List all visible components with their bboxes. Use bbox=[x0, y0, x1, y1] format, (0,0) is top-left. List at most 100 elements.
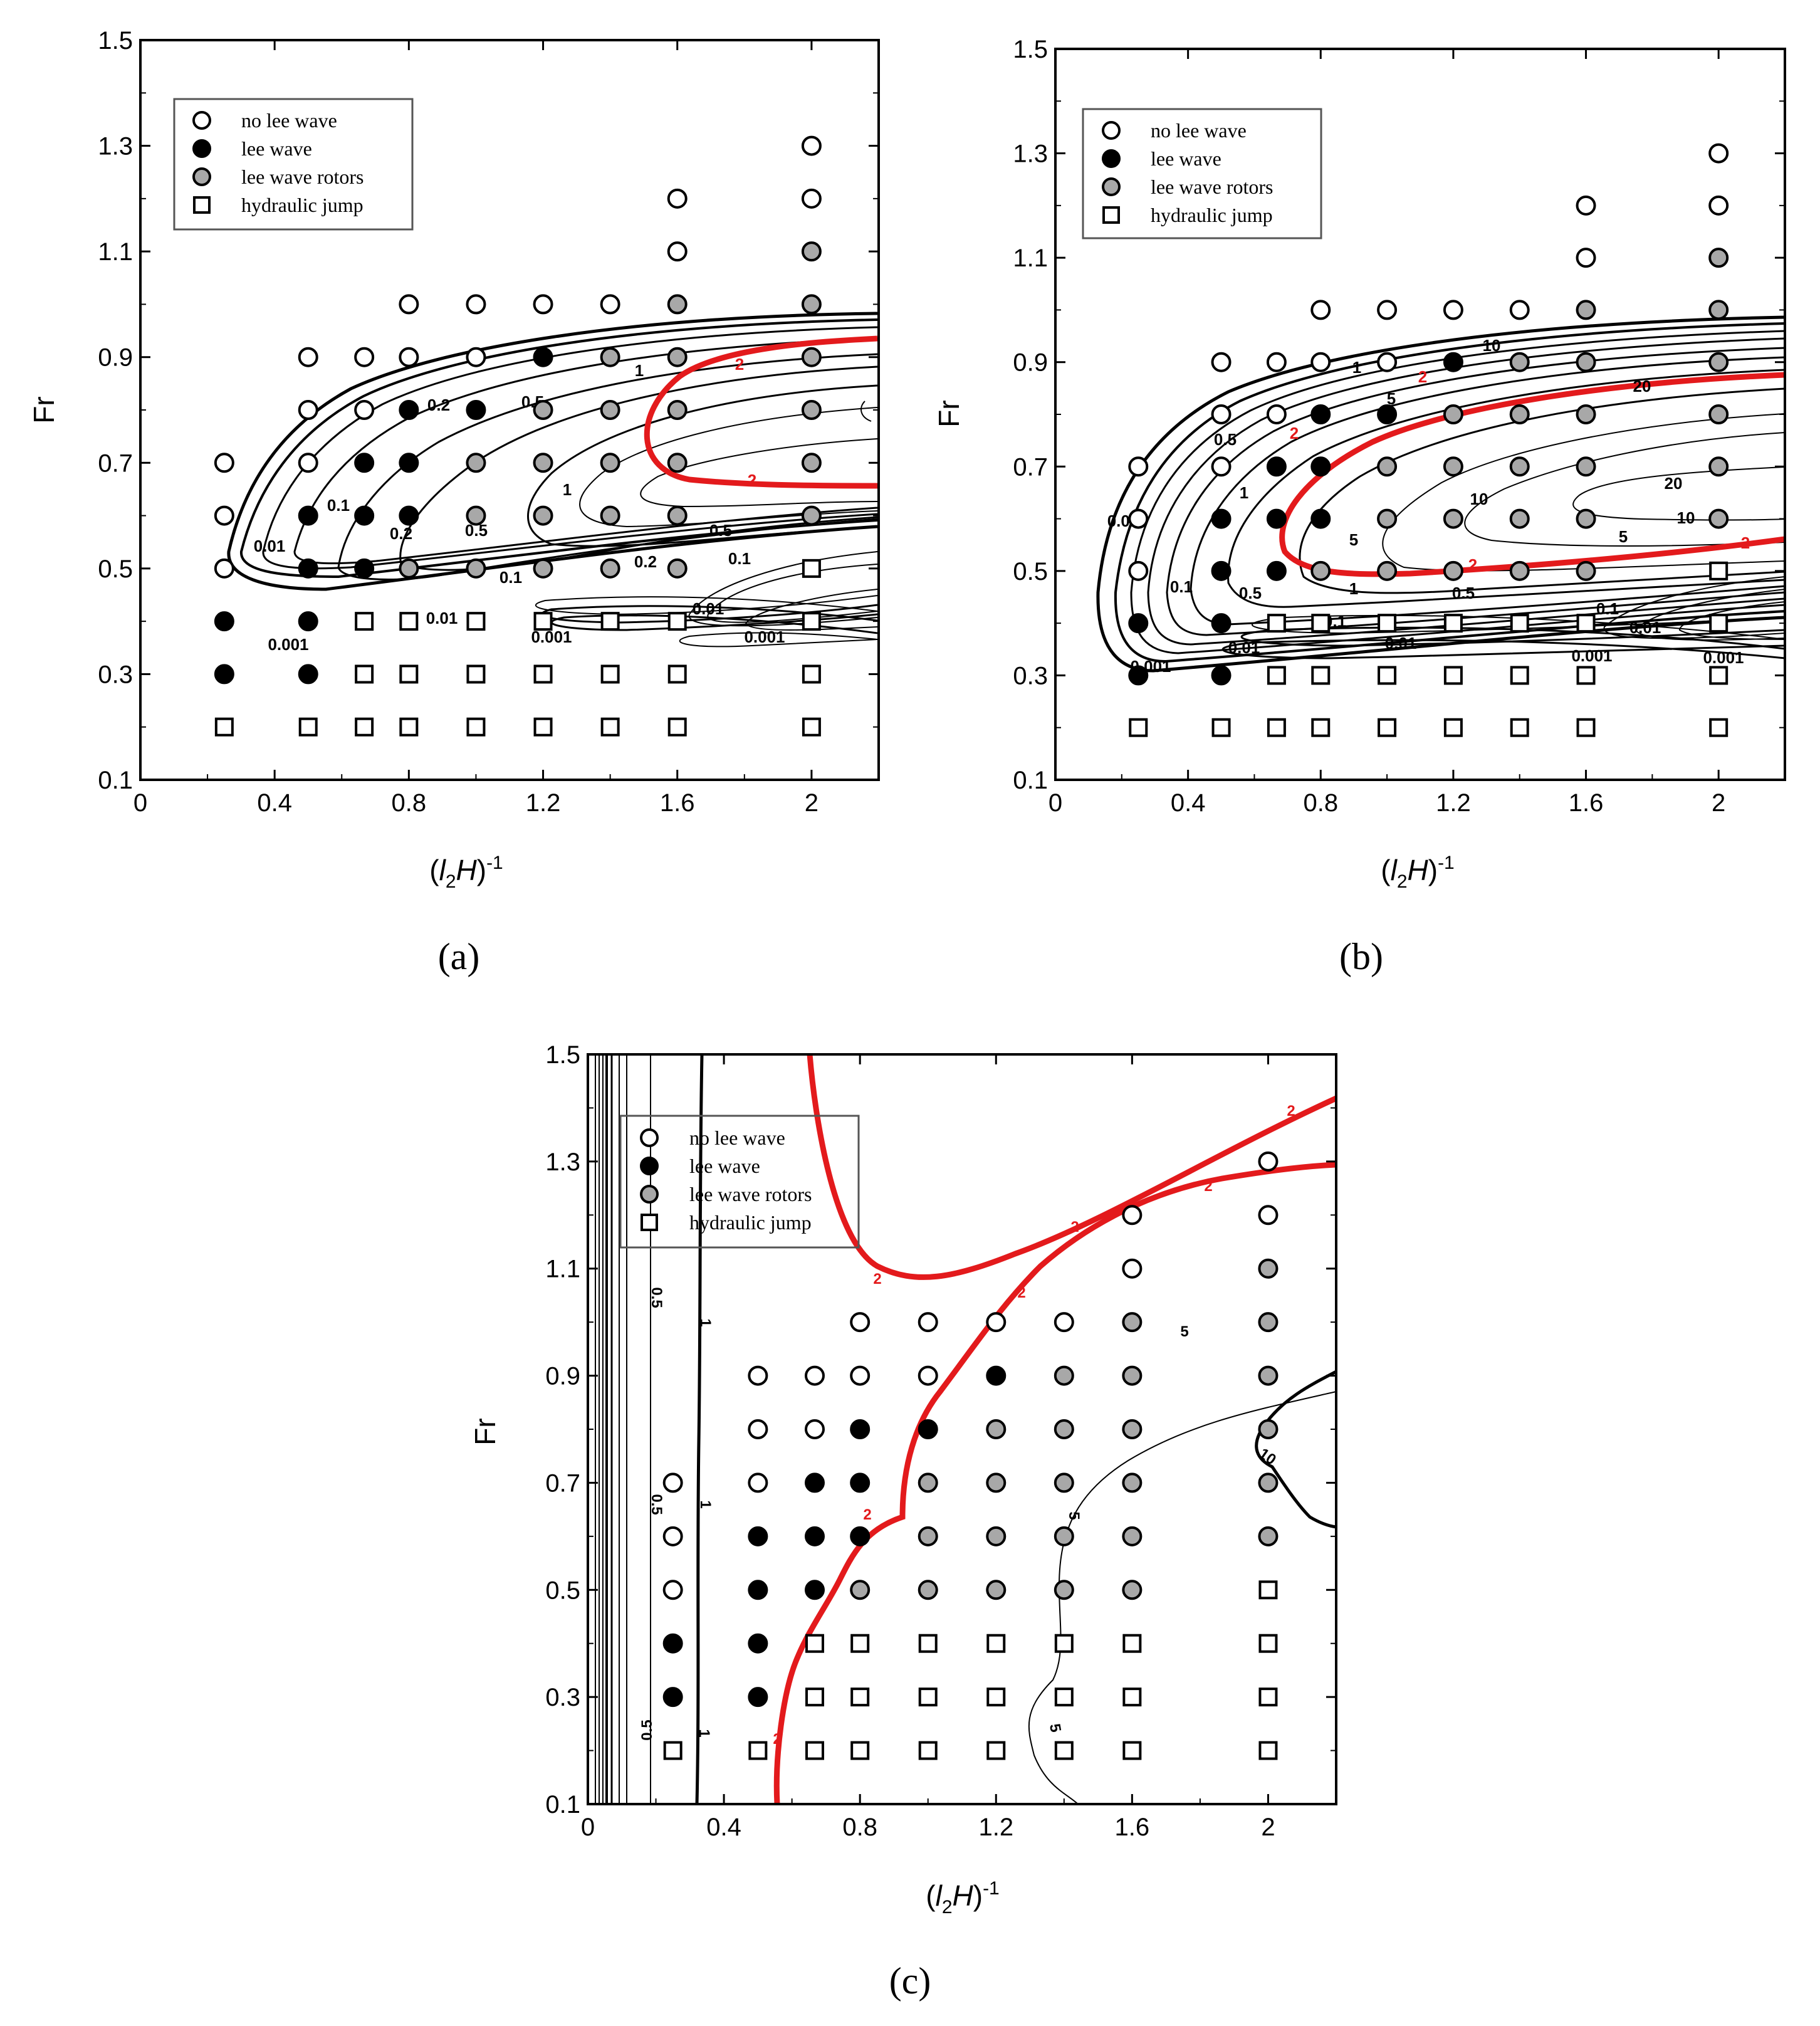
contour-label: 2 bbox=[748, 471, 756, 490]
data-point-no-lee-wave bbox=[1128, 508, 1149, 529]
contour-label: 2 bbox=[1418, 367, 1427, 386]
data-point-hydraulic-jump bbox=[667, 664, 687, 684]
data-point-lee-wave-rotor bbox=[466, 453, 486, 473]
data-point-lee-wave-rotor bbox=[801, 505, 822, 526]
data-point-lee-wave-rotor bbox=[1509, 456, 1530, 477]
data-point-lee-wave-rotor bbox=[850, 1580, 871, 1600]
legend-box bbox=[173, 98, 414, 231]
data-point-hydraulic-jump bbox=[1258, 1580, 1278, 1600]
data-point-lee-wave bbox=[1310, 508, 1331, 529]
panel-a: 2 2 1 1 0.5 0.5 0.5 0.2 0.2 0.2 0.1 0.1 … bbox=[28, 27, 880, 977]
data-point-hydraulic-jump bbox=[805, 1687, 824, 1707]
panel-b-points bbox=[1128, 143, 1729, 737]
data-point-hydraulic-jump bbox=[1709, 666, 1728, 685]
data-point-lee-wave-rotor bbox=[801, 347, 822, 367]
data-point-lee-wave-rotor bbox=[600, 400, 620, 420]
panel-c: 0.5 0.5 0.5 1 1 1 2 2 2 2 2 2 2 5 5 5 10… bbox=[469, 1041, 1337, 2002]
legend-box bbox=[1082, 108, 1322, 239]
contour-label: 10 bbox=[1256, 1445, 1279, 1468]
data-point-no-lee-wave bbox=[214, 505, 234, 526]
panel-a-legend: no lee wave lee wave lee wave rotors hyd… bbox=[173, 98, 414, 231]
data-point-hydraulic-jump bbox=[1443, 614, 1463, 633]
contour-label: 0.001 bbox=[1571, 646, 1612, 665]
x-tick-label: 0 bbox=[581, 1813, 595, 1841]
data-point-lee-wave-rotor bbox=[600, 558, 620, 579]
x-tick-label: 2 bbox=[805, 789, 818, 817]
data-point-hydraulic-jump bbox=[918, 1741, 938, 1760]
contour-label: 1 bbox=[1352, 358, 1361, 377]
legend-lee-wave-marker bbox=[1102, 149, 1121, 168]
data-point-lee-wave-rotor bbox=[1509, 508, 1530, 529]
data-point-no-lee-wave bbox=[986, 1312, 1007, 1333]
data-point-no-lee-wave bbox=[662, 1580, 683, 1600]
data-point-lee-wave-rotor bbox=[600, 453, 620, 473]
data-point-lee-wave-rotor bbox=[533, 505, 553, 526]
data-point-no-lee-wave bbox=[1310, 352, 1331, 372]
data-point-lee-wave bbox=[1377, 404, 1398, 424]
data-point-no-lee-wave bbox=[1708, 143, 1729, 164]
data-point-no-lee-wave bbox=[1310, 300, 1331, 320]
data-point-lee-wave-rotor bbox=[1708, 352, 1729, 372]
data-point-no-lee-wave bbox=[748, 1419, 768, 1439]
data-point-lee-wave-rotor bbox=[1258, 1419, 1279, 1439]
data-point-lee-wave bbox=[354, 558, 375, 579]
y-tick-label: 0.5 bbox=[1013, 558, 1048, 585]
data-point-lee-wave-rotor bbox=[801, 294, 822, 315]
data-point-lee-wave-rotor bbox=[1576, 404, 1596, 424]
y-tick-label: 1.3 bbox=[98, 133, 133, 160]
x-tick-label: 0.4 bbox=[257, 789, 292, 817]
data-point-lee-wave-rotor bbox=[466, 505, 486, 526]
x-tick-label: 1.6 bbox=[1115, 1813, 1150, 1841]
data-point-hydraulic-jump bbox=[802, 559, 821, 578]
legend-no-lee-wave-marker bbox=[192, 111, 211, 130]
data-point-no-lee-wave bbox=[1258, 1151, 1279, 1172]
data-point-no-lee-wave bbox=[354, 347, 375, 367]
data-point-lee-wave-rotor bbox=[600, 347, 620, 367]
data-point-hydraulic-jump bbox=[1510, 718, 1529, 737]
x-tick-label: 0 bbox=[1049, 789, 1062, 817]
legend-jump-marker bbox=[1102, 206, 1120, 224]
data-point-no-lee-wave bbox=[298, 400, 318, 420]
data-point-lee-wave-rotor bbox=[1310, 560, 1331, 581]
data-point-lee-wave-rotor bbox=[1576, 456, 1596, 477]
contour-label: 1 bbox=[635, 361, 644, 380]
data-point-lee-wave-rotor bbox=[533, 558, 553, 579]
x-tick-label: 1.2 bbox=[978, 1813, 1013, 1841]
data-point-lee-wave-rotor bbox=[1576, 508, 1596, 529]
data-point-hydraulic-jump bbox=[986, 1634, 1006, 1653]
data-point-lee-wave-rotor bbox=[1054, 1472, 1074, 1493]
data-point-lee-wave-rotor bbox=[1258, 1258, 1279, 1279]
legend-no-lee-wave: no lee wave bbox=[241, 109, 337, 132]
y-tick-label: 0.7 bbox=[545, 1469, 580, 1497]
data-point-hydraulic-jump bbox=[533, 664, 553, 684]
data-point-no-lee-wave bbox=[533, 294, 553, 315]
data-point-no-lee-wave bbox=[1258, 1205, 1279, 1226]
data-point-hydraulic-jump bbox=[748, 1741, 768, 1760]
data-point-lee-wave-rotor bbox=[667, 558, 688, 579]
data-point-hydraulic-jump bbox=[1267, 718, 1286, 737]
data-point-hydraulic-jump bbox=[1378, 666, 1397, 685]
data-point-lee-wave-rotor bbox=[600, 505, 620, 526]
panel-c-points bbox=[662, 1151, 1279, 1760]
x-tick-label: 1.2 bbox=[1436, 789, 1471, 817]
data-point-hydraulic-jump bbox=[802, 717, 821, 737]
data-point-no-lee-wave bbox=[600, 294, 620, 315]
data-point-lee-wave-rotor bbox=[918, 1526, 938, 1546]
data-point-hydraulic-jump bbox=[1311, 718, 1331, 737]
data-point-hydraulic-jump bbox=[466, 664, 486, 684]
data-point-hydraulic-jump bbox=[1122, 1741, 1142, 1760]
data-point-no-lee-wave bbox=[1509, 300, 1530, 320]
data-point-lee-wave-rotor bbox=[918, 1580, 938, 1600]
data-point-hydraulic-jump bbox=[533, 717, 553, 737]
data-point-lee-wave bbox=[1211, 560, 1232, 581]
data-point-lee-wave bbox=[214, 611, 234, 632]
data-point-lee-wave bbox=[748, 1687, 768, 1708]
data-point-lee-wave-rotor bbox=[1443, 560, 1463, 581]
data-point-no-lee-wave bbox=[354, 400, 375, 420]
data-point-lee-wave bbox=[1128, 665, 1149, 686]
data-point-no-lee-wave bbox=[1576, 195, 1596, 216]
data-point-lee-wave-rotor bbox=[1054, 1580, 1074, 1600]
legend-jump-marker bbox=[641, 1214, 658, 1231]
data-point-lee-wave bbox=[748, 1633, 768, 1654]
contour-label: 0.5 bbox=[1452, 584, 1475, 602]
